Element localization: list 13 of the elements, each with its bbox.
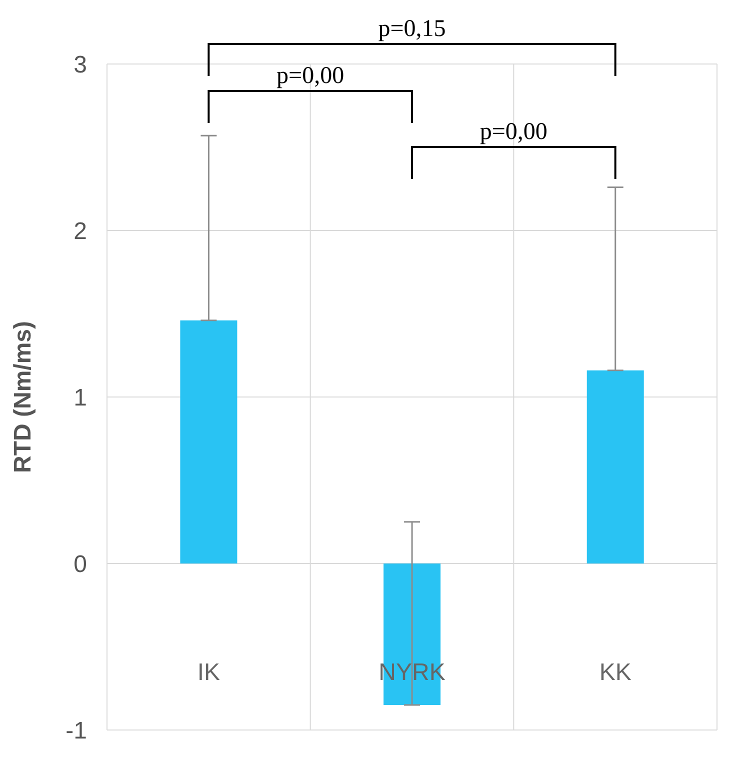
text: p=0,15 xyxy=(378,16,446,42)
y-tick-label: -1 xyxy=(66,718,87,745)
annotation: p=0,00 xyxy=(276,63,344,89)
bar xyxy=(180,320,238,564)
y-tick-label: 3 xyxy=(74,52,87,79)
y-axis-title: RTD (Nm/ms) xyxy=(10,320,37,474)
annotation: p=0,00 xyxy=(480,119,548,145)
y-tick-label: 1 xyxy=(74,384,87,412)
y-tick-label: 0 xyxy=(74,551,87,578)
x-tick-label: KK xyxy=(599,659,632,686)
y-tick-label: 2 xyxy=(74,218,87,246)
bar xyxy=(586,370,644,564)
x-tick-label: IK xyxy=(197,659,220,686)
